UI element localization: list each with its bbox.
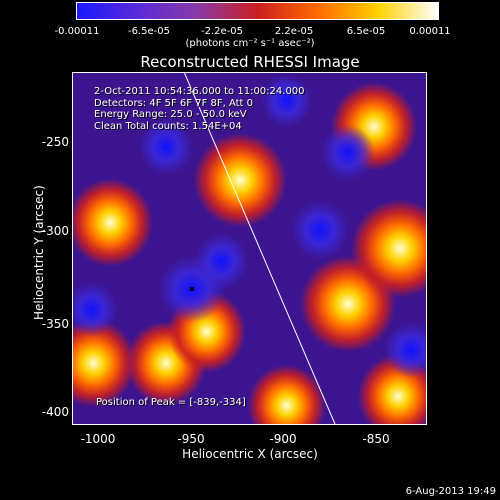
y-tick-label: -300 bbox=[41, 224, 69, 238]
solar-limb-line bbox=[184, 73, 336, 424]
y-tick-label: -250 bbox=[41, 135, 69, 149]
heatmap-plot-area bbox=[72, 72, 427, 425]
y-axis-label: Heliocentric Y (arcsec) bbox=[32, 185, 46, 321]
peak-marker bbox=[189, 287, 194, 292]
colorbar-tick: 6.5e-05 bbox=[346, 26, 386, 37]
colorbar bbox=[76, 2, 439, 20]
cold-source-blob bbox=[261, 74, 312, 128]
hot-source-blob bbox=[193, 132, 287, 228]
x-tick-label: -1000 bbox=[80, 432, 116, 446]
cold-source-blob bbox=[384, 322, 426, 379]
x-axis-label: Heliocentric X (arcsec) bbox=[182, 447, 318, 461]
cold-source-blob bbox=[321, 124, 375, 181]
observation-info: 2-Oct-2011 10:54:36.000 to 11:00:24.000 … bbox=[94, 86, 305, 132]
peak-position-text: Position of Peak = [-839,-334] bbox=[96, 397, 246, 408]
hot-source-blob bbox=[350, 199, 426, 298]
energy-range-text: Energy Range: 25.0 - 50.0 keV bbox=[94, 109, 247, 120]
y-tick-label: -400 bbox=[41, 405, 69, 419]
cold-source-blob bbox=[139, 118, 193, 175]
colorbar-tick: 0.00011 bbox=[409, 26, 451, 37]
colorbar-tick: -0.00011 bbox=[54, 26, 100, 37]
cold-source-blob bbox=[73, 282, 118, 337]
hot-source-blob bbox=[73, 178, 153, 267]
hot-source-blob bbox=[247, 364, 326, 424]
footer-timestamp: 6-Aug-2013 19:49 bbox=[405, 486, 496, 497]
y-tick-label: -350 bbox=[41, 317, 69, 331]
hot-source-blob bbox=[73, 318, 137, 408]
colorbar-tick: -6.5e-05 bbox=[128, 26, 170, 37]
time-range-text: 2-Oct-2011 10:54:36.000 to 11:00:24.000 bbox=[94, 86, 305, 97]
x-tick-label: -900 bbox=[269, 432, 297, 446]
detectors-text: Detectors: 4F 5F 6F 7F 8F, Att 0 bbox=[94, 97, 254, 109]
colorbar-tick: 2.2e-05 bbox=[274, 26, 314, 37]
x-tick-label: -850 bbox=[362, 432, 390, 446]
heatmap-svg bbox=[73, 73, 426, 424]
cold-source-blob bbox=[194, 233, 249, 290]
colorbar-unit-label: (photons cm⁻² s⁻¹ asec⁻²) bbox=[185, 38, 315, 49]
chart-title: Reconstructed RHESSI Image bbox=[140, 53, 360, 71]
colorbar-tick: -2.2e-05 bbox=[201, 26, 243, 37]
cold-source-blob bbox=[291, 200, 349, 260]
x-tick-label: -950 bbox=[177, 432, 205, 446]
clean-counts-text: Clean Total counts: 1.54E+04 bbox=[94, 120, 242, 132]
